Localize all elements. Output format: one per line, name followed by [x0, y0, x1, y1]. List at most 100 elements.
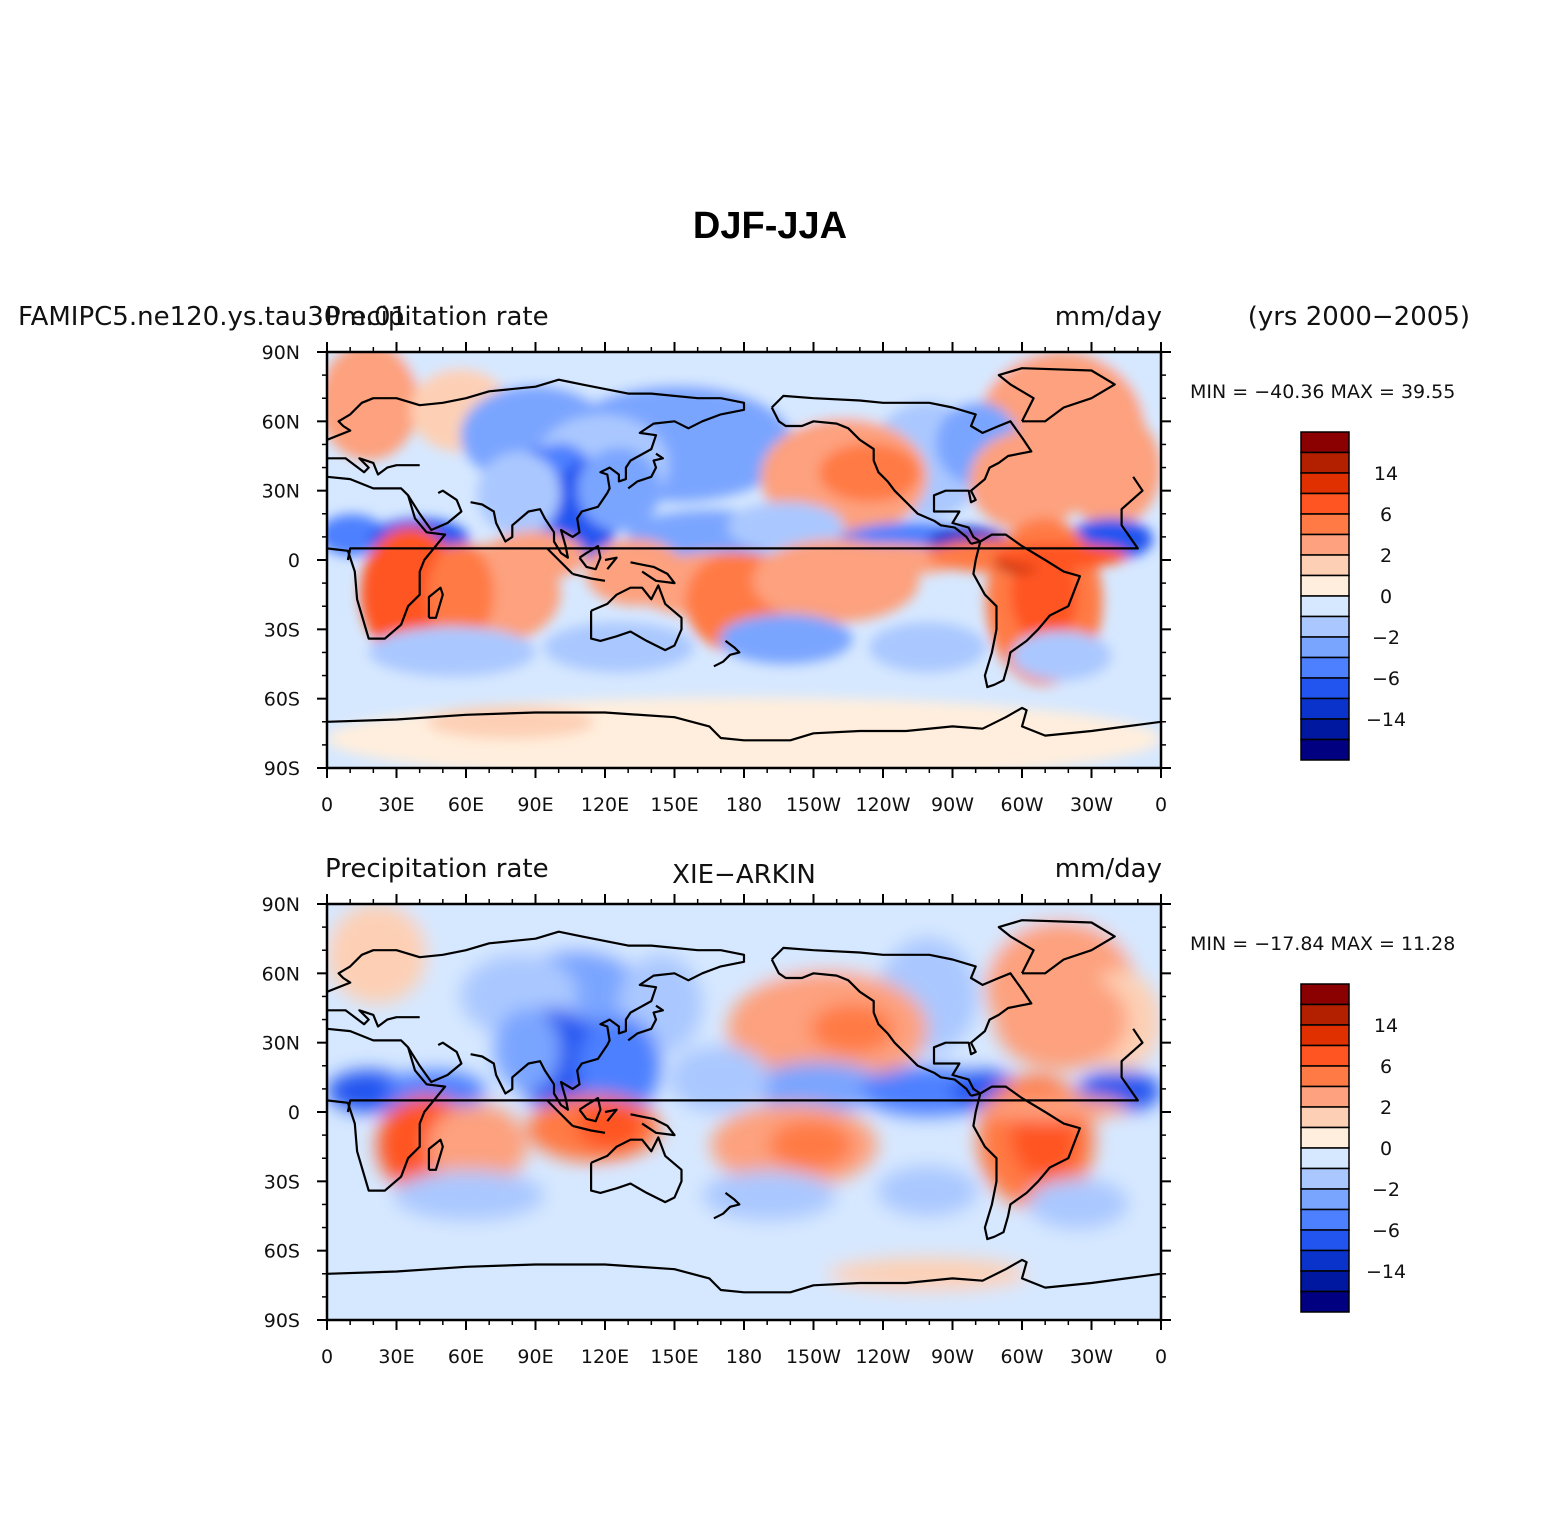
precip-anomaly-region — [327, 904, 428, 1004]
colorbar-swatch — [1300, 1208, 1350, 1231]
precip-anomaly-region — [969, 431, 1086, 531]
lon-tick-label: 60E — [448, 794, 484, 816]
colorbar-swatch — [1300, 1044, 1350, 1067]
map-plot — [327, 904, 1161, 1320]
colorbar-swatch — [1300, 1024, 1350, 1047]
colorbar-swatch — [1300, 595, 1350, 618]
precip-anomaly-region — [994, 970, 1128, 1071]
lon-tick-label: 90E — [517, 794, 553, 816]
lat-tick-label: 30N — [262, 1033, 300, 1055]
lat-tick-label: 0 — [288, 550, 300, 572]
precip-anomaly-region — [869, 622, 986, 673]
precip-anomaly-region — [427, 1103, 528, 1187]
coastline — [327, 930, 746, 1111]
lon-tick-label: 150W — [786, 794, 841, 816]
colorbar-label: 6 — [1380, 504, 1392, 526]
minmax-label: MIN = −17.84 MAX = 11.28 — [1190, 933, 1455, 955]
coastline — [546, 547, 574, 575]
colorbar-label: 2 — [1380, 545, 1392, 567]
variable-label: Precipitation rate — [325, 854, 549, 884]
colorbar-swatch — [1300, 697, 1350, 720]
coastline — [627, 452, 664, 490]
lon-tick-label: 60W — [1001, 1346, 1044, 1368]
colorbar-swatch — [1300, 451, 1350, 474]
precip-anomaly-region — [568, 1178, 703, 1229]
colorbar-swatch — [1300, 677, 1350, 700]
lat-tick-label: 90S — [264, 1310, 300, 1332]
colorbar-swatch — [1300, 1106, 1350, 1129]
coastline — [578, 545, 602, 571]
colorbar-swatch — [1300, 656, 1350, 679]
precip-anomaly-region — [668, 1045, 770, 1112]
colorbar-swatch — [1300, 615, 1350, 638]
colorbar-swatch — [1300, 1290, 1350, 1313]
colorbar-swatch — [1300, 1270, 1350, 1293]
lon-tick-label: 60W — [1001, 794, 1044, 816]
coastline — [327, 1258, 1161, 1294]
coastline — [346, 476, 1144, 561]
lon-tick-label: 120W — [855, 1346, 910, 1368]
colorbar-swatch — [1300, 1065, 1350, 1088]
colorbar-label: 14 — [1374, 463, 1398, 485]
colorbar-label: −14 — [1366, 1261, 1406, 1283]
lon-tick-label: 0 — [321, 794, 333, 816]
lat-tick-label: 0 — [288, 1102, 300, 1124]
colorbar-swatch — [1300, 554, 1350, 577]
lon-tick-label: 60E — [448, 1346, 484, 1368]
precip-anomaly-region — [577, 1099, 644, 1150]
precip-anomaly-region — [368, 626, 536, 677]
lon-tick-label: 30E — [378, 794, 414, 816]
coastline — [346, 1028, 1144, 1113]
lon-tick-label: 150E — [650, 1346, 698, 1368]
coastline — [770, 959, 972, 1097]
precip-anomaly-region — [360, 526, 461, 660]
colorbar-label: −6 — [1372, 1220, 1400, 1242]
colorbar-label: −14 — [1366, 709, 1406, 731]
coastline — [327, 1009, 420, 1028]
lon-tick-label: 90E — [517, 1346, 553, 1368]
coastline — [590, 1136, 683, 1204]
coastline — [590, 584, 683, 652]
precip-anomaly-region — [769, 1120, 853, 1171]
coastline — [407, 1041, 463, 1084]
colorbar-swatch — [1300, 738, 1350, 761]
lat-tick-label: 60N — [262, 411, 300, 433]
units-label: mm/day — [1055, 302, 1162, 332]
colorbar-swatch — [1300, 1249, 1350, 1272]
lon-tick-label: 120W — [855, 794, 910, 816]
years-label: (yrs 2000−2005) — [1248, 302, 1470, 332]
precip-anomaly-region — [543, 622, 694, 673]
lat-tick-label: 30S — [264, 619, 300, 641]
colorbar-label: 14 — [1374, 1015, 1398, 1037]
colorbar-swatch — [1300, 1229, 1350, 1252]
precip-anomaly-region — [1027, 1178, 1128, 1229]
precip-anomaly-region — [577, 1016, 661, 1117]
colorbar-swatch — [1300, 1188, 1350, 1211]
lon-tick-label: 0 — [1155, 1346, 1167, 1368]
colorbar-swatch — [1300, 983, 1350, 1006]
coastline — [972, 533, 1081, 689]
colorbar-swatch — [1300, 1003, 1350, 1026]
precip-anomaly-region — [819, 443, 920, 502]
colorbar-swatch — [1300, 472, 1350, 495]
precip-anomaly-region — [327, 352, 419, 461]
lat-tick-label: 60S — [264, 1241, 300, 1263]
lon-tick-label: 180 — [726, 1346, 762, 1368]
coastline — [327, 1027, 447, 1192]
case-label: FAMIPC5.ne120.ys.tau30m.01 — [18, 302, 407, 332]
lon-tick-label: 90W — [931, 1346, 974, 1368]
precip-anomaly-region — [427, 705, 594, 739]
colorbar-label: 0 — [1380, 586, 1392, 608]
colorbar-label: 2 — [1380, 1097, 1392, 1119]
coastline — [630, 1113, 676, 1137]
lat-tick-label: 90N — [262, 342, 300, 364]
precip-anomaly-region — [877, 1166, 978, 1217]
precip-anomaly-region — [393, 1170, 544, 1221]
lat-tick-label: 30N — [262, 481, 300, 503]
lat-tick-label: 60N — [262, 963, 300, 985]
precip-anomaly-region — [327, 514, 386, 556]
panel-model: FAMIPC5.ne120.ys.tau30m.01 Precipitation… — [18, 302, 1470, 816]
coastline — [578, 1097, 602, 1123]
lon-tick-label: 0 — [321, 1346, 333, 1368]
